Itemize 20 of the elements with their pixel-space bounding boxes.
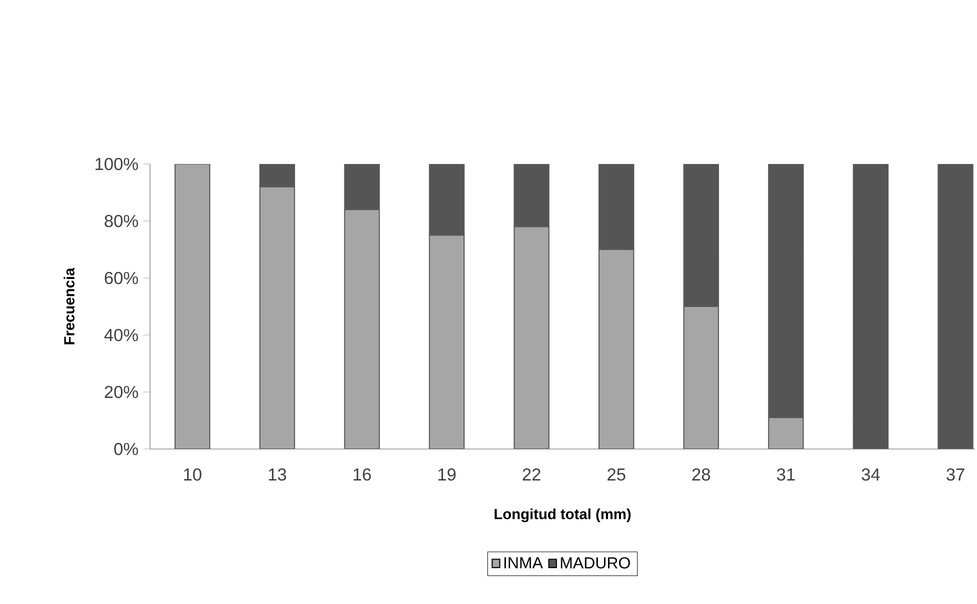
x-tick-label: 34 (862, 468, 880, 481)
x-tick-label: 16 (354, 468, 371, 481)
y-tick-label: 100% (96, 158, 138, 170)
x-tick-label: 28 (692, 468, 710, 481)
x-tick-label: 10 (184, 468, 202, 481)
y-axis-title: Frecuencia (64, 268, 74, 344)
x-axis-title: Longitud total (mm) (494, 508, 631, 522)
y-tick-label: 0% (114, 442, 138, 456)
y-tick-label: 20% (104, 386, 138, 398)
x-tick-label: 13 (268, 468, 286, 481)
y-tick-label: 80% (104, 214, 138, 228)
x-tick-label: 19 (438, 468, 456, 481)
x-tick-label: 31 (776, 468, 795, 481)
x-tick-label: 22 (522, 468, 540, 480)
legend-label: INMA (504, 557, 543, 568)
y-tick-label: 60% (104, 272, 138, 284)
legend-label: MADURO (560, 557, 630, 569)
x-tick-label: 25 (608, 468, 626, 481)
x-tick-label: 37 (946, 468, 964, 481)
y-tick-label: 40% (104, 328, 138, 342)
